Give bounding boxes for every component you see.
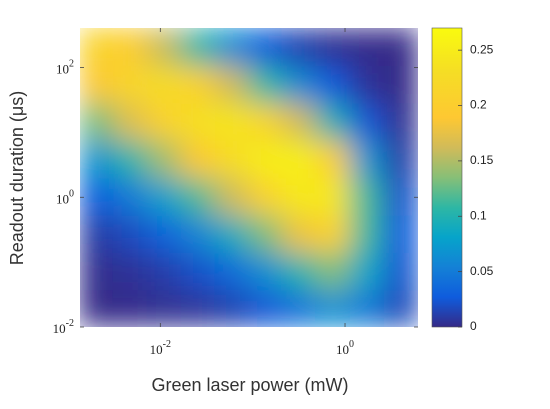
heatmap-cell: [113, 102, 148, 141]
heatmap-cell: [281, 251, 317, 291]
heatmap-cell: [248, 102, 283, 141]
heatmap-cell: [349, 251, 385, 291]
heatmap-cell: [180, 28, 216, 67]
heatmap-cell: [248, 214, 283, 253]
heatmap-cell: [349, 289, 385, 327]
heatmap-cell: [146, 65, 182, 104]
x-tick-label: 10-2: [150, 339, 171, 357]
heatmap-cell: [146, 139, 182, 179]
heatmap-cell: [80, 65, 115, 104]
heatmap-cell: [214, 251, 250, 291]
heatmap-cell: [180, 177, 216, 216]
heatmap-cell: [315, 251, 351, 291]
heatmap-cell: [383, 177, 418, 216]
heatmap-cell: [146, 102, 182, 141]
heatmap-cell: [383, 28, 418, 67]
heatmap-cell: [315, 28, 351, 67]
heatmap-cell: [248, 65, 283, 104]
heatmap-cell: [113, 251, 148, 291]
heatmap-cell: [248, 251, 283, 291]
colorbar-tick-label: 0.2: [470, 98, 487, 112]
heatmap-cell: [281, 289, 317, 327]
heatmap-cell: [80, 289, 115, 327]
heatmap-cell: [248, 28, 283, 67]
heatmap-cell: [80, 251, 115, 291]
colorbar: [431, 27, 463, 328]
heatmap-cell: [113, 214, 148, 253]
heatmap-cell: [113, 65, 148, 104]
heatmap-cell: [146, 177, 182, 216]
heatmap-cell: [315, 214, 351, 253]
heatmap-cell: [383, 139, 418, 179]
heatmap-cell: [315, 289, 351, 327]
heatmap-cell: [349, 139, 385, 179]
heatmap-cell: [146, 28, 182, 67]
heatmap-cell: [383, 214, 418, 253]
heatmap-cell: [113, 177, 148, 216]
heatmap-cell: [383, 65, 418, 104]
x-axis-label: Green laser power (mW): [151, 375, 348, 395]
heatmap-cell: [180, 65, 216, 104]
heatmap-cell: [214, 102, 250, 141]
heatmap-cell: [180, 251, 216, 291]
heatmap-cell: [80, 28, 115, 67]
heatmap-cell: [180, 214, 216, 253]
heatmap-cell: [383, 289, 418, 327]
heatmap-cell: [180, 102, 216, 141]
heatmap-cell: [214, 28, 250, 67]
heatmap-cell: [315, 102, 351, 141]
heatmap-cell: [315, 139, 351, 179]
heatmap-cell: [349, 65, 385, 104]
heatmap-cell: [146, 251, 182, 291]
heatmap: [80, 28, 418, 327]
heatmap-cell: [248, 289, 283, 327]
heatmap-cell: [248, 139, 283, 179]
heatmap-cell: [214, 214, 250, 253]
y-tick-label: 100: [56, 189, 74, 207]
heatmap-cell: [80, 177, 115, 216]
heatmap-cell: [281, 102, 317, 141]
heatmap-cell: [248, 177, 283, 216]
heatmap-cell: [180, 139, 216, 179]
y-tick-label: 102: [56, 59, 74, 77]
heatmap-cell: [281, 28, 317, 67]
colorbar-tick-label: 0.15: [470, 153, 494, 167]
heatmap-cell: [214, 65, 250, 104]
heatmap-cell: [281, 214, 317, 253]
heatmap-cell: [315, 65, 351, 104]
heatmap-cells: [80, 28, 418, 327]
colorbar-tick-label: 0.25: [470, 42, 494, 56]
heatmap-cell: [349, 102, 385, 141]
heatmap-cell: [315, 177, 351, 216]
heatmap-cell: [113, 289, 148, 327]
heatmap-cell: [281, 177, 317, 216]
colorbar-tick-label: 0: [470, 319, 477, 333]
heatmap-cell: [214, 289, 250, 327]
heatmap-cell: [113, 28, 148, 67]
x-tick-label: 100: [336, 339, 354, 357]
heatmap-cell: [349, 214, 385, 253]
heatmap-cell: [349, 177, 385, 216]
colorbar-tick-label: 0.1: [470, 208, 487, 222]
heatmap-cell: [146, 214, 182, 253]
heatmap-cell: [349, 28, 385, 67]
heatmap-cell: [80, 214, 115, 253]
heatmap-cell: [383, 102, 418, 141]
heatmap-cell: [146, 289, 182, 327]
heatmap-cell: [214, 177, 250, 216]
heatmap-cell: [180, 289, 216, 327]
colorbar-tick-label: 0.05: [470, 264, 494, 278]
y-tick-label: 10-2: [53, 318, 74, 336]
heatmap-cell: [281, 65, 317, 104]
heatmap-cell: [214, 139, 250, 179]
heatmap-cell: [383, 251, 418, 291]
heatmap-cell: [80, 102, 115, 141]
heatmap-cell: [113, 139, 148, 179]
y-axis-label: Readout duration (μs): [7, 91, 27, 265]
heatmap-cell: [80, 139, 115, 179]
heatmap-cell: [281, 139, 317, 179]
